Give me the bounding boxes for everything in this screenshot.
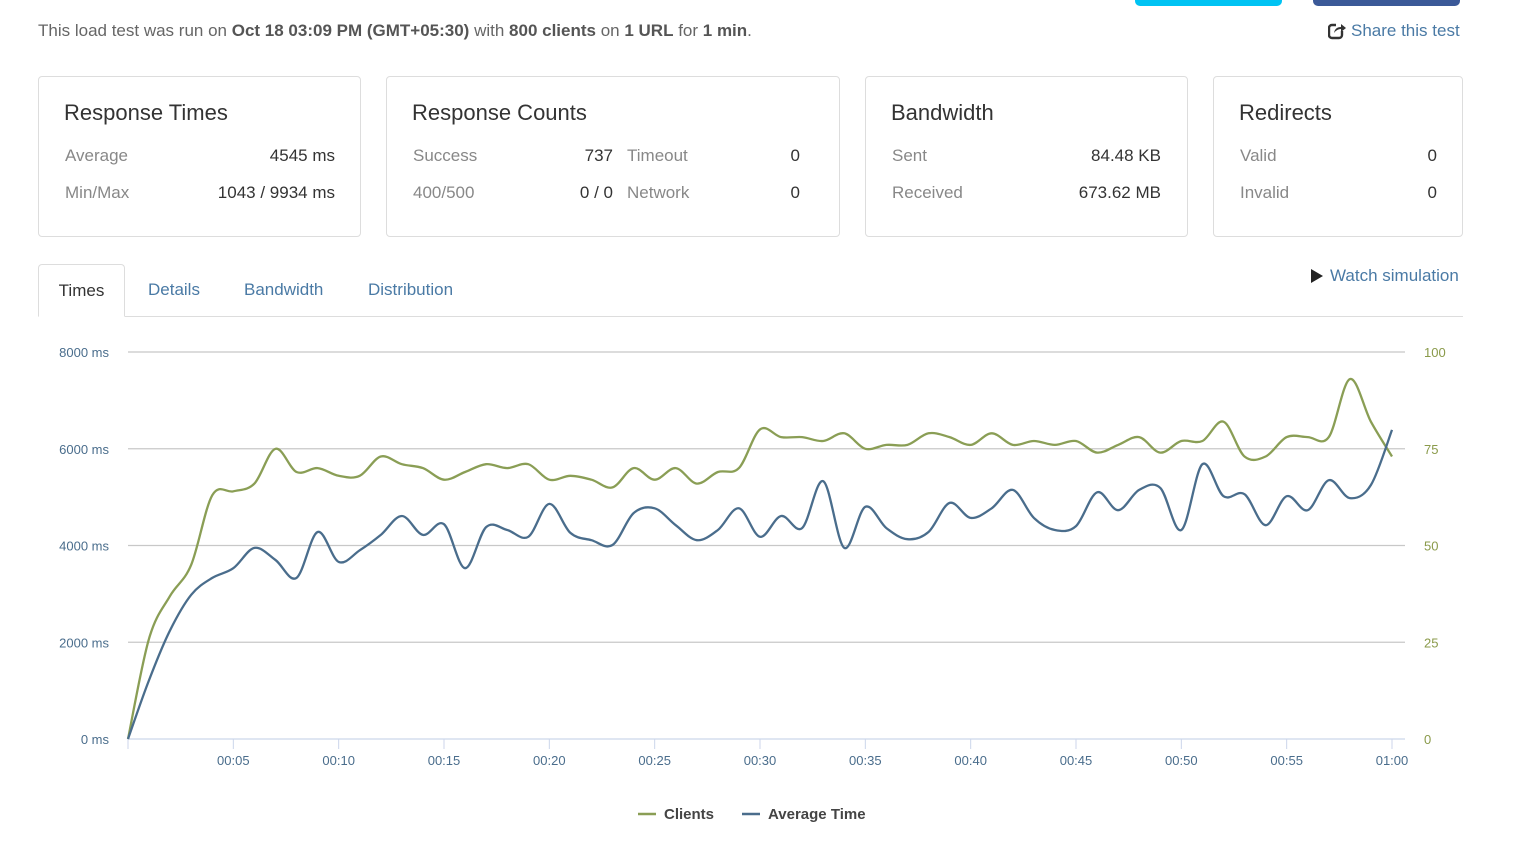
x-tick-label: 00:10 <box>322 753 355 768</box>
y-right-tick-label: 75 <box>1424 442 1438 457</box>
errors-value: 0 / 0 <box>579 183 613 202</box>
chart-tabs: Times Details Bandwidth Distribution <box>38 264 1463 317</box>
y-left-tick-label: 0 ms <box>81 732 110 747</box>
bandwidth-card: Bandwidth Sent 84.48 KB Received 673.62 … <box>865 76 1188 237</box>
x-tick-label: 00:20 <box>533 753 566 768</box>
response-times-card: Response Times Average 4545 ms Min/Max 1… <box>38 76 361 237</box>
watch-simulation-link[interactable]: Watch simulation <box>1310 266 1459 286</box>
x-tick-label: 00:35 <box>849 753 882 768</box>
y-left-tick-label: 8000 ms <box>59 345 109 360</box>
valid-value: 0 <box>1427 146 1437 165</box>
received-value: 673.62 MB <box>1078 183 1161 202</box>
summary-text: . <box>747 21 752 40</box>
summary-text: for <box>673 21 703 40</box>
minmax-value: 1043 / 9934 ms <box>217 183 335 202</box>
chart-legend: Clients Average Time <box>638 806 866 823</box>
x-tick-label: 00:25 <box>638 753 671 768</box>
y-right-tick-label: 100 <box>1424 345 1446 360</box>
minmax-label: Min/Max <box>65 183 130 202</box>
legend-clients[interactable]: Clients <box>664 806 714 823</box>
social-button-1[interactable] <box>1135 0 1282 6</box>
summary-clients: 800 clients <box>509 21 596 40</box>
summary-date: Oct 18 03:09 PM (GMT+05:30) <box>231 21 470 40</box>
summary-text: with <box>469 21 510 40</box>
y-right-tick-label: 50 <box>1424 539 1438 554</box>
timeout-value: 0 <box>790 146 800 165</box>
legend-average-time[interactable]: Average Time <box>768 806 866 823</box>
play-icon <box>1311 269 1323 283</box>
series-line-clients[interactable] <box>126 377 1393 740</box>
errors-label: 400/500 <box>413 183 475 202</box>
share-icon <box>1328 22 1346 40</box>
x-tick-label: 00:55 <box>1270 753 1303 768</box>
y-right-tick-label: 25 <box>1424 635 1438 650</box>
y-left-tick-label: 6000 ms <box>59 442 109 457</box>
y-left-tick-label: 2000 ms <box>59 635 109 650</box>
tab-bandwidth[interactable]: Bandwidth <box>244 280 324 299</box>
summary-duration: 1 min <box>702 21 748 40</box>
x-tick-label: 00:30 <box>744 753 777 768</box>
invalid-value: 0 <box>1427 183 1437 202</box>
x-tick-label: 00:50 <box>1165 753 1198 768</box>
success-label: Success <box>413 146 478 165</box>
x-tick-label: 00:45 <box>1060 753 1093 768</box>
social-button-2[interactable] <box>1313 0 1460 6</box>
invalid-label: Invalid <box>1240 183 1290 202</box>
network-value: 0 <box>790 183 800 202</box>
x-tick-label: 00:40 <box>954 753 987 768</box>
tab-details[interactable]: Details <box>148 280 200 299</box>
summary-text: on <box>595 21 625 40</box>
valid-label: Valid <box>1240 146 1277 165</box>
summary-text: This load test was run on <box>38 21 232 40</box>
average-value: 4545 ms <box>269 146 335 165</box>
share-label: Share this test <box>1351 21 1460 40</box>
success-value: 737 <box>584 146 613 165</box>
test-summary: This load test was run on Oct 18 03:09 P… <box>38 21 752 41</box>
network-label: Network <box>627 183 690 202</box>
sent-label: Sent <box>892 146 927 165</box>
card-title: Response Counts <box>412 100 587 125</box>
redirects-card: Redirects Valid 0 Invalid 0 <box>1213 76 1463 237</box>
tab-distribution[interactable]: Distribution <box>368 280 454 299</box>
timeout-label: Timeout <box>627 146 688 165</box>
received-label: Received <box>892 183 963 202</box>
card-title: Response Times <box>64 100 228 125</box>
x-tick-label: 00:15 <box>428 753 461 768</box>
x-tick-label: 00:05 <box>217 753 250 768</box>
y-left-tick-label: 4000 ms <box>59 539 109 554</box>
x-tick-label: 01:00 <box>1376 753 1409 768</box>
summary-urls: 1 URL <box>624 21 674 40</box>
card-title: Redirects <box>1239 100 1332 125</box>
y-right-tick-label: 0 <box>1424 732 1431 747</box>
card-title: Bandwidth <box>891 100 994 125</box>
tab-times[interactable]: Times <box>38 264 125 317</box>
average-label: Average <box>65 146 129 165</box>
series-line-average-time[interactable] <box>126 429 1394 740</box>
watch-simulation-label: Watch simulation <box>1330 266 1459 285</box>
response-counts-card: Response Counts Success 737 Timeout 0 40… <box>386 76 840 237</box>
share-test-link[interactable]: Share this test <box>1328 21 1460 41</box>
times-chart: 0 ms 2000 ms 4000 ms 6000 ms 8000 ms 0 25 50 75… <box>59 345 1446 823</box>
sent-value: 84.48 KB <box>1091 146 1161 165</box>
